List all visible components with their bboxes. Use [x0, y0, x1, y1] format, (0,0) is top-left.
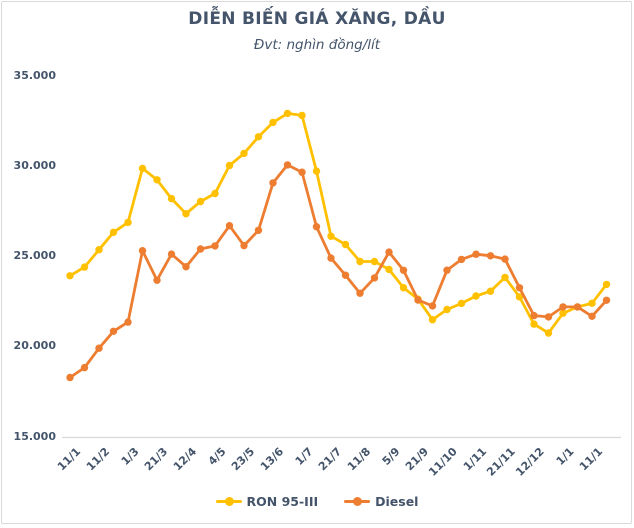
- data-point-ron95: [167, 194, 176, 203]
- data-point-ron95: [254, 133, 263, 141]
- chart-title: DIỄN BIẾN GIÁ XĂNG, DẦU: [188, 9, 446, 29]
- data-point-ron95: [66, 272, 74, 280]
- data-point-ron95: [182, 210, 190, 218]
- data-point-ron95: [95, 246, 103, 254]
- data-point-diesel: [269, 179, 277, 187]
- y-axis-tick-label: 25.000: [13, 249, 56, 262]
- data-point-diesel: [356, 289, 364, 297]
- data-point-ron95: [312, 167, 321, 175]
- data-point-ron95: [283, 109, 292, 118]
- data-point-ron95: [109, 228, 118, 236]
- data-point-diesel: [80, 363, 89, 372]
- data-point-diesel: [559, 303, 567, 311]
- series-line-ron95: [68, 112, 608, 335]
- data-point-ron95: [211, 189, 219, 198]
- data-point-ron95: [472, 292, 480, 300]
- ron95-line-marker-icon: [215, 497, 242, 506]
- data-point-diesel: [399, 266, 408, 274]
- diesel-line-marker-icon: [344, 497, 371, 506]
- data-point-ron95: [138, 164, 147, 173]
- data-point-diesel: [457, 255, 466, 264]
- data-point-ron95: [327, 232, 335, 240]
- data-point-ron95: [530, 320, 538, 328]
- data-point-ron95: [588, 299, 596, 307]
- data-point-ron95: [544, 329, 553, 337]
- legend: RON 95-III Diesel: [0, 494, 634, 509]
- data-point-ron95: [225, 161, 234, 170]
- data-point-diesel: [109, 327, 118, 335]
- data-point-diesel: [240, 241, 248, 250]
- data-point-diesel: [167, 250, 176, 258]
- data-point-diesel: [211, 242, 219, 250]
- series-line-diesel: [68, 163, 608, 379]
- data-point-diesel: [501, 255, 509, 263]
- data-point-ron95: [443, 305, 451, 314]
- data-point-ron95: [269, 118, 277, 127]
- data-point-ron95: [515, 293, 524, 301]
- data-point-diesel: [138, 247, 147, 255]
- data-point-diesel: [225, 222, 234, 230]
- data-point-diesel: [312, 223, 321, 231]
- data-point-ron95: [486, 287, 495, 295]
- data-point-diesel: [254, 226, 263, 234]
- data-point-ron95: [240, 149, 248, 158]
- data-point-diesel: [544, 313, 553, 321]
- data-point-ron95: [356, 257, 364, 266]
- y-axis-tick-label: 30.000: [13, 158, 56, 172]
- data-point-ron95: [399, 284, 408, 292]
- data-point-diesel: [327, 254, 335, 262]
- data-point-diesel: [443, 266, 451, 274]
- data-point-diesel: [486, 252, 495, 260]
- data-point-ron95: [124, 218, 132, 227]
- data-point-diesel: [341, 271, 350, 279]
- data-point-diesel: [588, 312, 596, 320]
- data-point-ron95: [501, 273, 509, 282]
- data-point-diesel: [95, 344, 103, 352]
- data-point-diesel: [153, 276, 161, 284]
- data-point-diesel: [573, 303, 582, 311]
- data-point-diesel: [124, 318, 132, 326]
- data-point-ron95: [153, 176, 161, 184]
- data-point-diesel: [385, 248, 393, 256]
- data-point-diesel: [66, 373, 74, 382]
- legend-label-diesel: Diesel: [375, 494, 419, 509]
- y-axis-tick-label: 35.000: [13, 68, 56, 82]
- data-point-diesel: [472, 250, 480, 258]
- data-point-diesel: [515, 284, 524, 292]
- data-point-ron95: [370, 257, 379, 266]
- data-point-diesel: [196, 245, 205, 253]
- data-point-diesel: [370, 274, 379, 282]
- y-axis-tick-label: 20.000: [13, 339, 56, 353]
- data-point-ron95: [298, 111, 306, 120]
- data-point-diesel: [428, 302, 437, 310]
- chart-subtitle: Đvt: nghìn đồng/lít: [253, 37, 381, 53]
- legend-item-diesel: Diesel: [344, 494, 418, 509]
- legend-item-ron95: RON 95-III: [215, 494, 319, 509]
- y-axis-tick-label: 15.000: [13, 429, 56, 443]
- data-point-ron95: [457, 299, 466, 308]
- data-point-ron95: [385, 265, 393, 274]
- legend-label-ron95: RON 95-III: [246, 494, 319, 509]
- data-point-ron95: [80, 263, 89, 271]
- data-point-ron95: [341, 240, 350, 249]
- data-point-diesel: [414, 296, 422, 304]
- data-point-diesel: [298, 168, 306, 176]
- data-point-diesel: [283, 161, 292, 169]
- data-point-ron95: [428, 316, 437, 324]
- data-point-ron95: [559, 309, 567, 317]
- data-point-diesel: [530, 311, 538, 320]
- data-point-ron95: [196, 197, 205, 206]
- data-point-diesel: [182, 263, 190, 271]
- data-point-diesel: [602, 296, 611, 304]
- data-point-ron95: [602, 280, 611, 289]
